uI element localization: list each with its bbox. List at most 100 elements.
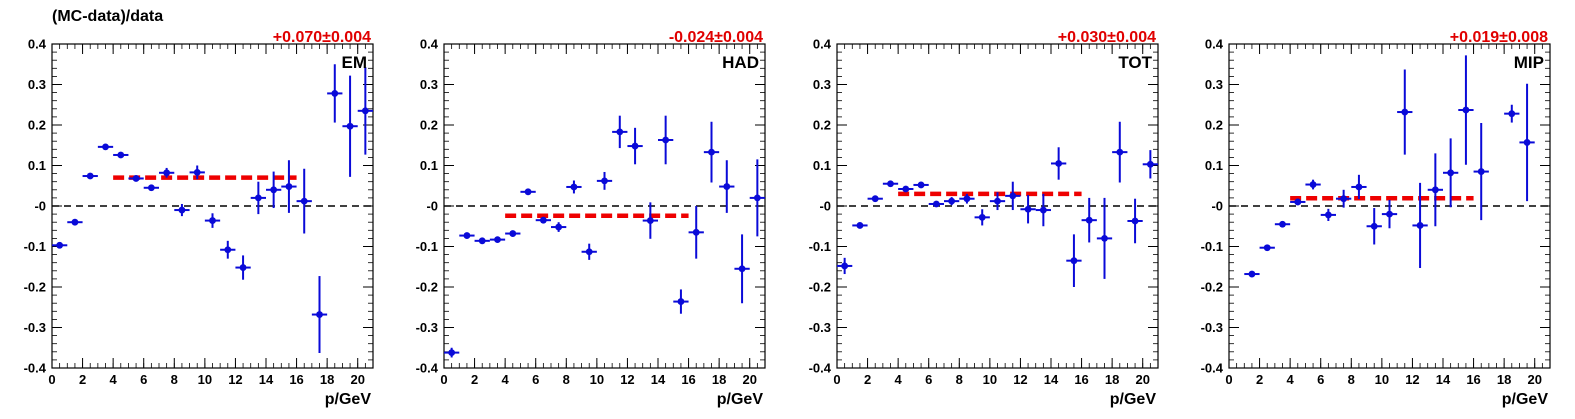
data-point bbox=[489, 236, 506, 244]
x-tick-label: 8 bbox=[1348, 372, 1355, 387]
y-tick-label: -0.2 bbox=[809, 280, 831, 295]
data-point bbox=[128, 175, 144, 182]
x-tick-label: 16 bbox=[289, 372, 303, 387]
data-point bbox=[1112, 121, 1128, 183]
y-tick-label: 0.2 bbox=[420, 118, 438, 133]
data-point bbox=[204, 213, 221, 228]
data-marker bbox=[1416, 222, 1424, 229]
data-point bbox=[581, 243, 597, 260]
data-point bbox=[520, 188, 536, 196]
x-tick-label: 14 bbox=[1436, 372, 1451, 387]
y-tick-label: -0.2 bbox=[24, 280, 46, 295]
data-marker bbox=[1386, 210, 1393, 218]
data-marker bbox=[1039, 206, 1047, 214]
data-marker bbox=[346, 122, 354, 130]
y-tick-label: -0.4 bbox=[809, 361, 832, 376]
data-marker bbox=[1309, 181, 1317, 188]
x-tick-label: 14 bbox=[259, 372, 274, 387]
data-marker bbox=[1101, 235, 1108, 242]
x-tick-label: 2 bbox=[864, 372, 871, 387]
data-marker bbox=[56, 241, 64, 249]
y-tick-label: -0 bbox=[1211, 199, 1223, 214]
data-point bbox=[459, 232, 475, 239]
data-marker bbox=[887, 180, 894, 188]
data-point bbox=[974, 209, 990, 226]
data-marker bbox=[1523, 139, 1531, 146]
fit-value-label: -0.024±0.004 bbox=[669, 29, 763, 46]
data-marker bbox=[1462, 106, 1470, 114]
y-tick-label: 0.4 bbox=[813, 37, 832, 52]
data-point bbox=[1035, 193, 1051, 227]
x-tick-label: 10 bbox=[198, 372, 212, 387]
data-point bbox=[311, 276, 328, 354]
x-axis-label: p/GeV bbox=[1502, 391, 1549, 408]
data-point bbox=[1381, 199, 1398, 229]
data-marker bbox=[71, 218, 79, 226]
data-marker bbox=[239, 264, 247, 271]
data-point bbox=[342, 75, 358, 177]
x-tick-label: 10 bbox=[983, 372, 997, 387]
data-marker bbox=[478, 237, 486, 245]
data-point bbox=[959, 193, 975, 204]
data-point bbox=[852, 222, 868, 229]
data-point bbox=[1005, 181, 1021, 211]
data-point bbox=[749, 159, 765, 237]
data-marker bbox=[448, 349, 456, 357]
data-marker bbox=[1431, 186, 1439, 194]
data-point bbox=[882, 180, 899, 188]
data-marker bbox=[494, 236, 501, 244]
data-point bbox=[1397, 69, 1413, 155]
data-point bbox=[898, 185, 914, 193]
x-tick-label: 12 bbox=[620, 372, 634, 387]
data-marker bbox=[1508, 110, 1516, 118]
fit-value-label: +0.070±0.004 bbox=[273, 29, 371, 46]
data-point bbox=[688, 206, 704, 259]
x-tick-label: 4 bbox=[1287, 372, 1295, 387]
data-marker bbox=[1146, 160, 1154, 168]
data-point bbox=[535, 216, 551, 224]
data-point bbox=[266, 171, 282, 209]
y-tick-label: 0.3 bbox=[813, 77, 831, 92]
data-point bbox=[1366, 208, 1382, 245]
y-tick-label: 0.2 bbox=[813, 118, 831, 133]
x-tick-label: 6 bbox=[925, 372, 932, 387]
y-tick-label: -0.1 bbox=[24, 239, 46, 254]
y-tick-label: 0.3 bbox=[1205, 77, 1223, 92]
x-tick-label: 0 bbox=[833, 372, 840, 387]
data-marker bbox=[555, 223, 563, 231]
y-tick-label: 0.3 bbox=[28, 77, 46, 92]
data-point bbox=[1305, 179, 1321, 190]
x-tick-label: 10 bbox=[590, 372, 604, 387]
x-tick-label: 12 bbox=[1013, 372, 1027, 387]
y-tick-label: 0.2 bbox=[1205, 118, 1223, 133]
data-point bbox=[734, 234, 750, 304]
data-marker bbox=[978, 213, 986, 221]
data-point bbox=[642, 202, 658, 239]
data-marker bbox=[331, 90, 339, 97]
y-tick-label: -0.4 bbox=[416, 361, 439, 376]
data-point bbox=[444, 347, 460, 358]
data-point bbox=[1412, 182, 1428, 268]
data-point bbox=[174, 203, 190, 217]
x-tick-label: 20 bbox=[1135, 372, 1149, 387]
data-marker bbox=[1116, 148, 1124, 156]
y-tick-label: -0 bbox=[819, 199, 831, 214]
x-tick-label: 6 bbox=[140, 372, 147, 387]
x-axis-label: p/GeV bbox=[1110, 391, 1157, 408]
x-tick-label: 4 bbox=[110, 372, 118, 387]
data-point bbox=[97, 143, 114, 151]
data-marker bbox=[1340, 195, 1348, 203]
y-tick-label: -0.3 bbox=[809, 320, 831, 335]
x-tick-label: 8 bbox=[171, 372, 178, 387]
x-tick-label: 4 bbox=[502, 372, 510, 387]
fit-value-label: +0.030±0.004 bbox=[1058, 29, 1156, 46]
data-marker bbox=[841, 262, 849, 270]
data-marker bbox=[631, 142, 639, 150]
data-marker bbox=[361, 107, 369, 115]
y-axis-title: (MC-data)/data bbox=[52, 8, 164, 25]
data-marker bbox=[932, 200, 940, 208]
x-tick-label: 18 bbox=[1105, 372, 1119, 387]
x-tick-label: 20 bbox=[1527, 372, 1541, 387]
y-tick-label: -0.1 bbox=[1201, 239, 1223, 254]
data-point bbox=[1274, 220, 1291, 228]
